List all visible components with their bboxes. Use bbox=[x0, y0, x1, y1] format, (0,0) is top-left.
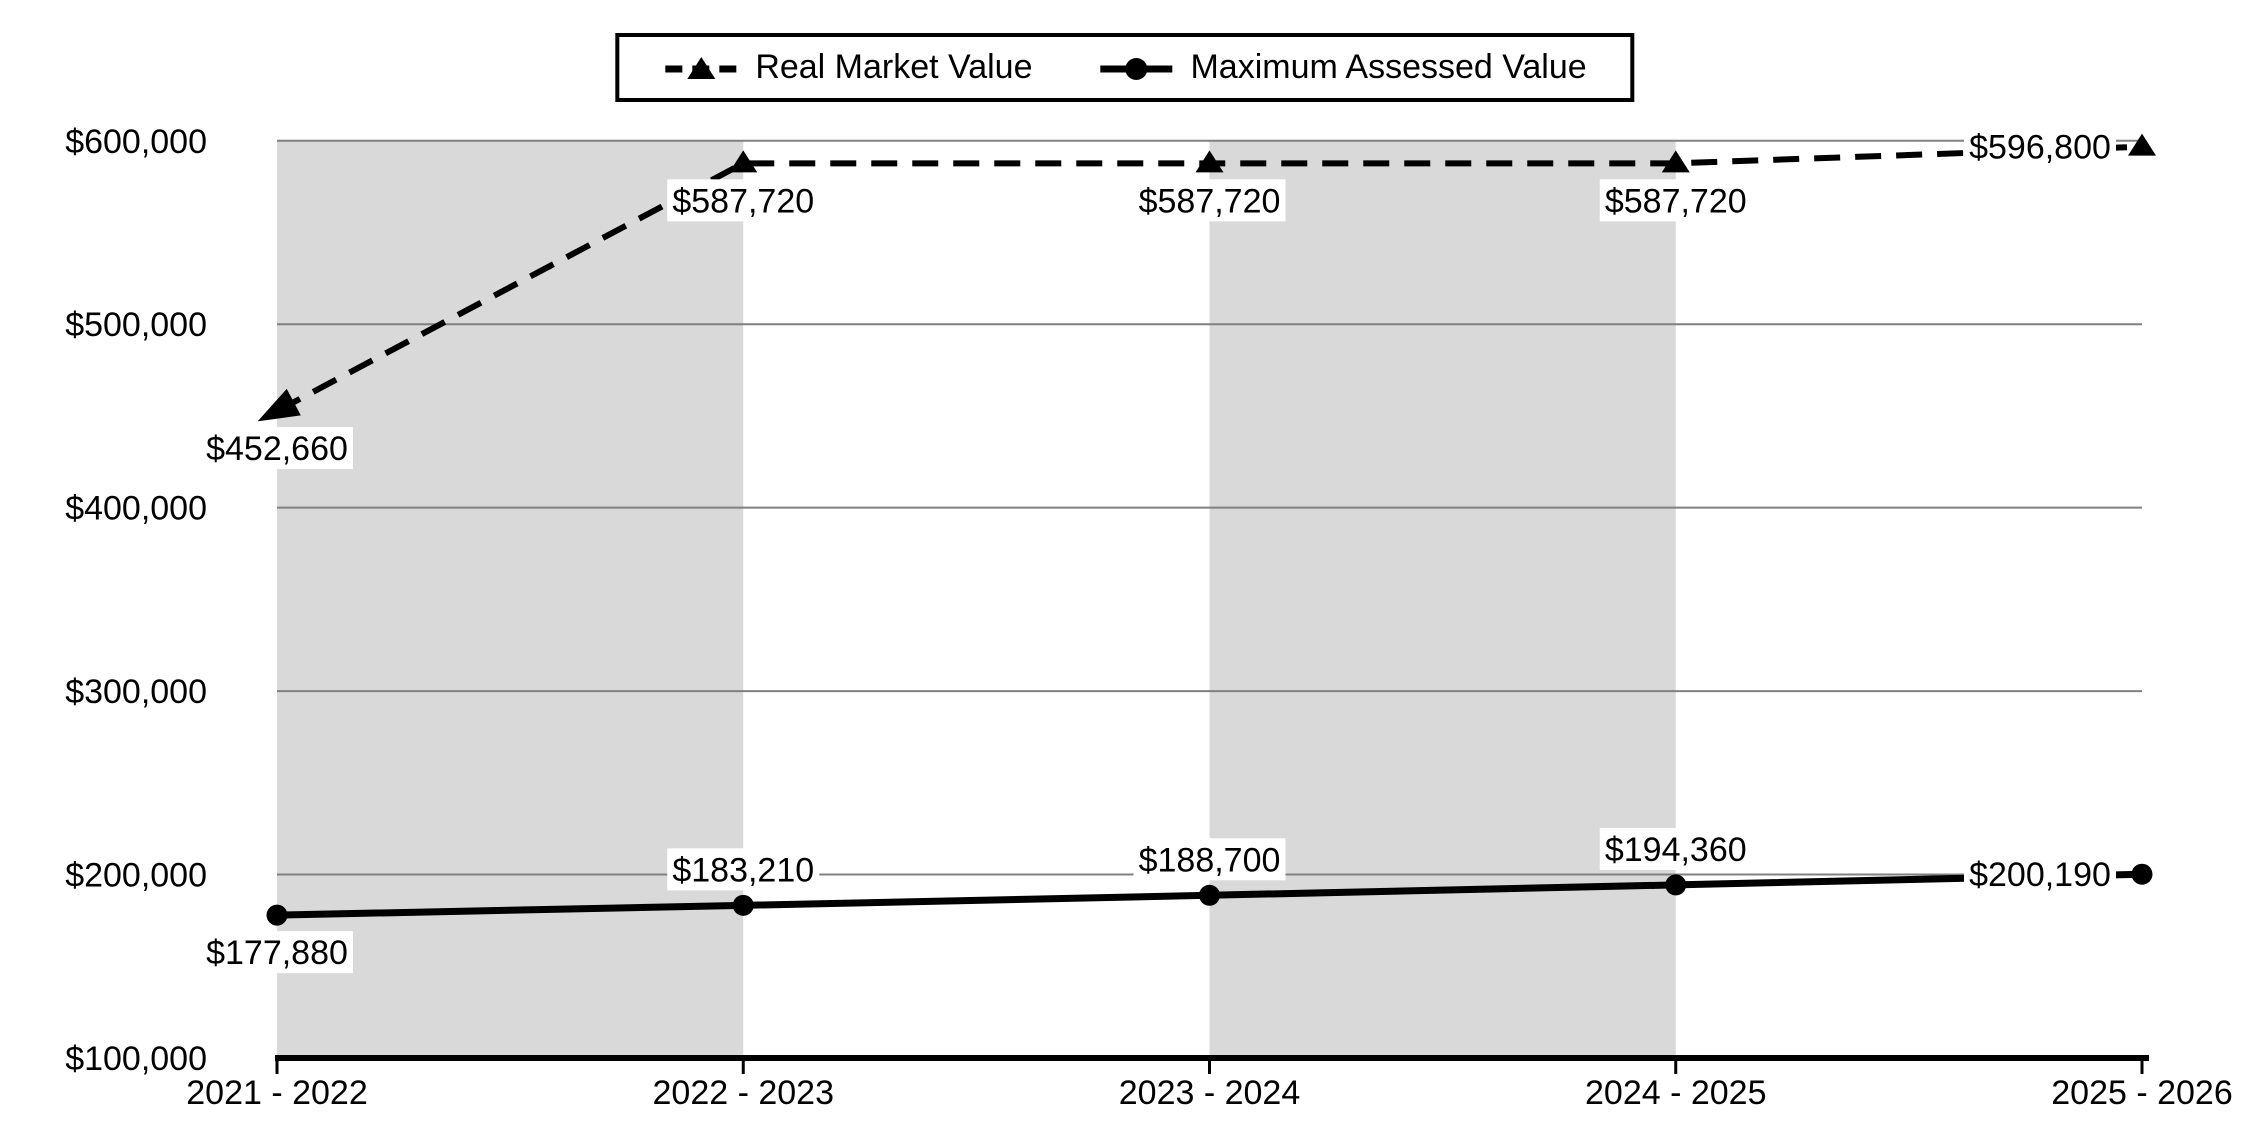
shaded-band bbox=[277, 140, 744, 1059]
data-label-box bbox=[201, 931, 353, 974]
data-label: $452,660 bbox=[206, 430, 348, 468]
data-label: $200,190 bbox=[1969, 856, 2111, 894]
data-label: $596,800 bbox=[1969, 129, 2111, 167]
x-axis-tick-label: 2022 - 2023 bbox=[653, 1074, 835, 1112]
circle-marker bbox=[1199, 884, 1220, 906]
circle-marker bbox=[732, 894, 754, 916]
data-label-box bbox=[1133, 838, 1286, 881]
arrow-start-marker bbox=[257, 388, 301, 422]
dashed-line-triangle-marker-icon bbox=[665, 56, 738, 79]
data-label: $188,700 bbox=[1139, 841, 1281, 879]
y-axis-tick-label: $500,000 bbox=[65, 306, 207, 344]
triangle-marker bbox=[1661, 150, 1690, 173]
legend-item-maximum-assessed-value: Maximum Assessed Value bbox=[1098, 48, 1587, 87]
data-label: $587,720 bbox=[1605, 182, 1747, 220]
circle-marker bbox=[1665, 874, 1687, 896]
legend-item-real-market-value: Real Market Value bbox=[663, 48, 1032, 87]
data-label-box bbox=[201, 427, 353, 470]
data-label: $183,210 bbox=[672, 851, 814, 889]
y-axis-tick-label: $100,000 bbox=[65, 1040, 207, 1078]
y-axis-tick-label: $400,000 bbox=[65, 490, 207, 528]
data-label-box bbox=[1964, 125, 2116, 168]
x-axis-tick-label: 2021 - 2022 bbox=[186, 1074, 368, 1112]
legend-label-real-market-value: Real Market Value bbox=[755, 48, 1033, 86]
x-axis-tick-label: 2024 - 2025 bbox=[1585, 1074, 1767, 1112]
x-axis-tick-label: 2025 - 2026 bbox=[2051, 1074, 2233, 1112]
data-label-box bbox=[1964, 853, 2116, 896]
y-axis-tick-label: $200,000 bbox=[65, 857, 207, 895]
triangle-marker bbox=[2128, 133, 2156, 156]
data-label-box bbox=[1599, 179, 1752, 222]
y-axis-tick-label: $600,000 bbox=[65, 123, 207, 161]
shaded-band bbox=[1209, 140, 1676, 1059]
data-label-box bbox=[667, 179, 820, 222]
x-axis-tick-label: 2023 - 2024 bbox=[1119, 1074, 1301, 1112]
legend-label-maximum-assessed-value: Maximum Assessed Value bbox=[1190, 48, 1587, 86]
data-label-box bbox=[1599, 827, 1752, 870]
triangle-marker bbox=[1195, 150, 1224, 173]
triangle-marker bbox=[729, 150, 758, 173]
chart-legend: Real Market Value Maximum Assessed Value bbox=[615, 33, 1635, 102]
data-label: $177,880 bbox=[206, 934, 348, 972]
solid-line-circle-marker-icon bbox=[1100, 57, 1173, 80]
data-label: $587,720 bbox=[1139, 182, 1281, 220]
y-axis-tick-label: $300,000 bbox=[65, 673, 207, 711]
data-label-box bbox=[667, 848, 820, 891]
data-label: $194,360 bbox=[1605, 831, 1747, 869]
circle-marker bbox=[266, 904, 288, 926]
data-label: $587,720 bbox=[672, 182, 814, 220]
data-label-box bbox=[1133, 179, 1286, 222]
circle-marker bbox=[2131, 863, 2153, 885]
